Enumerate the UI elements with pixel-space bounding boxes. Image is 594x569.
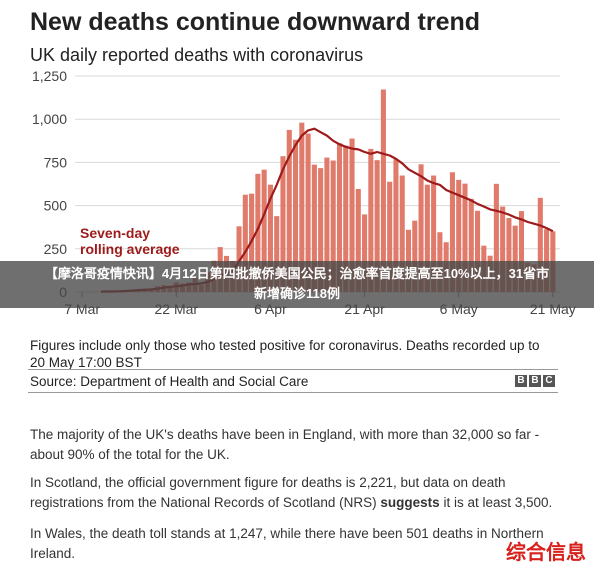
bar: [399, 175, 405, 292]
bbc-logo: B B C: [515, 375, 555, 387]
bar: [374, 160, 380, 292]
bar: [418, 164, 424, 292]
chart-note: Figures include only those who tested po…: [30, 338, 540, 370]
bar: [236, 226, 242, 292]
bar: [362, 214, 368, 292]
annotation-line-2: rolling average: [80, 241, 180, 257]
bar: [500, 206, 506, 292]
paragraph-wales-ni: In Wales, the death toll stands at 1,247…: [30, 526, 544, 561]
bar: [544, 229, 550, 292]
bar: [468, 198, 474, 292]
bar: [343, 145, 349, 292]
bar: [261, 169, 267, 292]
bbc-logo-letter: C: [543, 375, 555, 387]
headline: New deaths continue downward trend: [30, 8, 481, 36]
bar: [424, 184, 430, 292]
y-tick-label: 1,000: [32, 111, 67, 127]
bar: [393, 159, 399, 292]
bar: [506, 218, 512, 292]
news-ticker-banner[interactable]: 【摩洛哥疫情快讯】4月12日第四批撤侨美国公民；治愈率首度提高至10%以上，31…: [0, 261, 594, 308]
bar: [512, 225, 518, 292]
bar: [311, 164, 317, 292]
paragraph-scotland-bold: suggests: [380, 495, 440, 510]
bar: [286, 129, 292, 292]
y-tick-label: 500: [44, 198, 68, 214]
bar: [412, 220, 418, 292]
bar: [355, 189, 361, 292]
paragraph-scotland: In Scotland, the official government fig…: [30, 473, 560, 513]
watermark: 综合信息: [506, 540, 586, 564]
bar: [349, 138, 355, 292]
annotation-line-1: Seven-day: [80, 225, 150, 241]
bar: [274, 216, 280, 292]
banner-line-2: 新增确诊118例: [254, 286, 340, 301]
bar: [475, 210, 481, 292]
bar: [324, 157, 330, 292]
y-tick-label: 250: [44, 241, 68, 257]
bar: [387, 181, 393, 292]
y-tick-label: 750: [44, 154, 68, 170]
bar: [330, 160, 336, 292]
bar: [292, 139, 299, 292]
bar: [431, 175, 437, 292]
bar: [280, 156, 286, 292]
paragraph-scotland-end: it is at least 3,500.: [439, 495, 553, 510]
bar: [305, 133, 311, 292]
bar: [380, 89, 386, 293]
bar: [449, 172, 455, 292]
bar: [318, 168, 324, 292]
bbc-logo-letter: B: [529, 375, 541, 387]
banner-line-1: 【摩洛哥疫情快讯】4月12日第四批撤侨美国公民；治愈率首度提高至10%以上，31…: [44, 266, 550, 281]
bar: [336, 143, 343, 292]
paragraph-scotland-start: In Scotland, the official government fig…: [30, 475, 506, 510]
bar: [242, 194, 248, 292]
bar: [537, 197, 543, 292]
divider: [28, 392, 558, 393]
bar: [299, 122, 305, 292]
bar: [255, 173, 261, 292]
bar: [456, 179, 462, 292]
chart-subtitle: UK daily reported deaths with coronaviru…: [30, 45, 364, 65]
bar: [368, 148, 374, 292]
grid-lines: [75, 75, 560, 293]
bar: [267, 184, 273, 292]
chart-source: Source: Department of Health and Social …: [30, 374, 309, 389]
bar: [462, 183, 468, 292]
bbc-logo-letter: B: [515, 375, 527, 387]
bar: [518, 211, 525, 292]
bar: [493, 183, 499, 292]
paragraph-england: The majority of the UK's deaths have bee…: [30, 427, 540, 462]
y-tick-label: 1,250: [32, 68, 67, 84]
divider: [28, 369, 558, 370]
bar: [405, 229, 412, 292]
